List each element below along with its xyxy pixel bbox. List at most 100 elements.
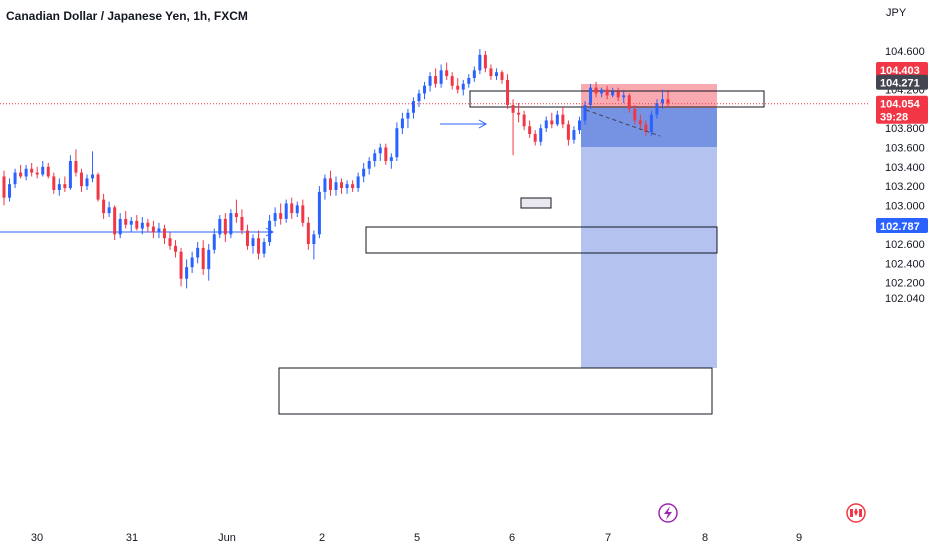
candle — [96, 172, 100, 202]
candle — [417, 89, 421, 107]
candle — [583, 101, 587, 125]
time-tick-label: 6 — [509, 532, 515, 544]
candle — [135, 215, 139, 231]
candle — [52, 172, 56, 194]
time-tick-label: 9 — [796, 532, 802, 544]
candle — [622, 91, 626, 104]
candle — [257, 230, 261, 260]
candle — [589, 83, 593, 109]
candle — [566, 120, 570, 146]
canada-flag-icon[interactable] — [846, 503, 866, 523]
candle — [439, 64, 443, 88]
candle — [151, 220, 155, 239]
price-tick-label: 102.400 — [885, 258, 925, 270]
candle — [251, 234, 255, 254]
candle — [218, 215, 222, 239]
price-tick-label: 102.200 — [885, 278, 925, 290]
time-tick-label: 8 — [702, 532, 708, 544]
time-tick-label: 31 — [126, 532, 138, 544]
candle — [411, 97, 415, 119]
candle — [456, 78, 460, 94]
zone-box-bottom[interactable] — [278, 367, 713, 415]
time-tick-label: 2 — [319, 532, 325, 544]
price-tag: 102.787 — [876, 217, 928, 233]
candle — [528, 120, 532, 138]
candle — [345, 180, 349, 194]
candle — [649, 110, 653, 136]
candle — [644, 120, 648, 136]
time-tick-label: Jun — [218, 532, 236, 544]
candle — [633, 105, 637, 125]
zone-box-middle[interactable] — [365, 226, 718, 254]
candle — [317, 186, 321, 239]
candle — [550, 112, 554, 129]
take-profit-zone[interactable] — [581, 147, 717, 368]
candle — [113, 205, 117, 241]
candle — [201, 240, 205, 275]
candle — [489, 64, 493, 80]
candle — [577, 116, 581, 134]
candle — [400, 112, 404, 134]
price-tag: 104.271 — [876, 74, 928, 90]
candle — [8, 178, 12, 202]
candle — [79, 168, 83, 192]
price-tick-label: 102.600 — [885, 239, 925, 251]
candle — [511, 99, 515, 156]
price-tick-label: 103.200 — [885, 181, 925, 193]
trend-line[interactable] — [585, 109, 661, 137]
candle — [494, 68, 498, 80]
candle — [30, 162, 34, 177]
candle — [478, 49, 482, 75]
candle — [378, 143, 382, 162]
svg-text:104.271: 104.271 — [880, 78, 920, 90]
candle — [268, 215, 272, 246]
candle — [196, 242, 200, 264]
candle — [328, 170, 332, 196]
svg-text:104.054: 104.054 — [880, 99, 921, 111]
candle — [162, 224, 166, 244]
candle — [190, 251, 194, 273]
candle — [533, 130, 537, 146]
candle — [174, 240, 178, 258]
time-axis[interactable]: 30 31 Jun 2 5 6 7 8 9 — [31, 532, 802, 544]
candle — [279, 203, 283, 225]
candle — [434, 68, 438, 88]
zone-box-small[interactable] — [520, 197, 552, 209]
candle — [461, 79, 465, 96]
candle — [118, 213, 122, 239]
candle — [102, 193, 106, 219]
candle — [107, 201, 111, 217]
candle — [229, 209, 233, 239]
candle — [367, 157, 371, 175]
candle — [46, 162, 50, 179]
time-tick-label: 7 — [605, 532, 611, 544]
svg-text:104.403: 104.403 — [880, 65, 920, 77]
candle — [351, 180, 355, 192]
candle — [445, 62, 449, 80]
candle — [362, 162, 366, 183]
candle — [68, 155, 72, 190]
candle — [600, 87, 604, 98]
entry-zone[interactable] — [581, 108, 717, 147]
candle — [428, 72, 432, 92]
candle — [262, 238, 266, 258]
candle — [284, 199, 288, 223]
candle — [517, 103, 521, 123]
time-tick-label: 30 — [31, 532, 43, 544]
candle — [539, 124, 543, 146]
candle — [323, 174, 327, 200]
price-tick-label: 103.600 — [885, 143, 925, 155]
price-tick-label: 104.600 — [885, 46, 925, 58]
candle — [340, 178, 344, 194]
candle — [500, 70, 504, 84]
candle — [605, 85, 609, 100]
candle — [627, 93, 631, 113]
zone-box-top[interactable] — [469, 90, 765, 108]
svg-text:39:28: 39:28 — [880, 112, 908, 124]
arrow-annotation[interactable] — [440, 119, 488, 129]
lightning-icon[interactable] — [658, 503, 678, 523]
candle — [572, 126, 576, 144]
price-tag: 104.403 — [876, 62, 928, 78]
